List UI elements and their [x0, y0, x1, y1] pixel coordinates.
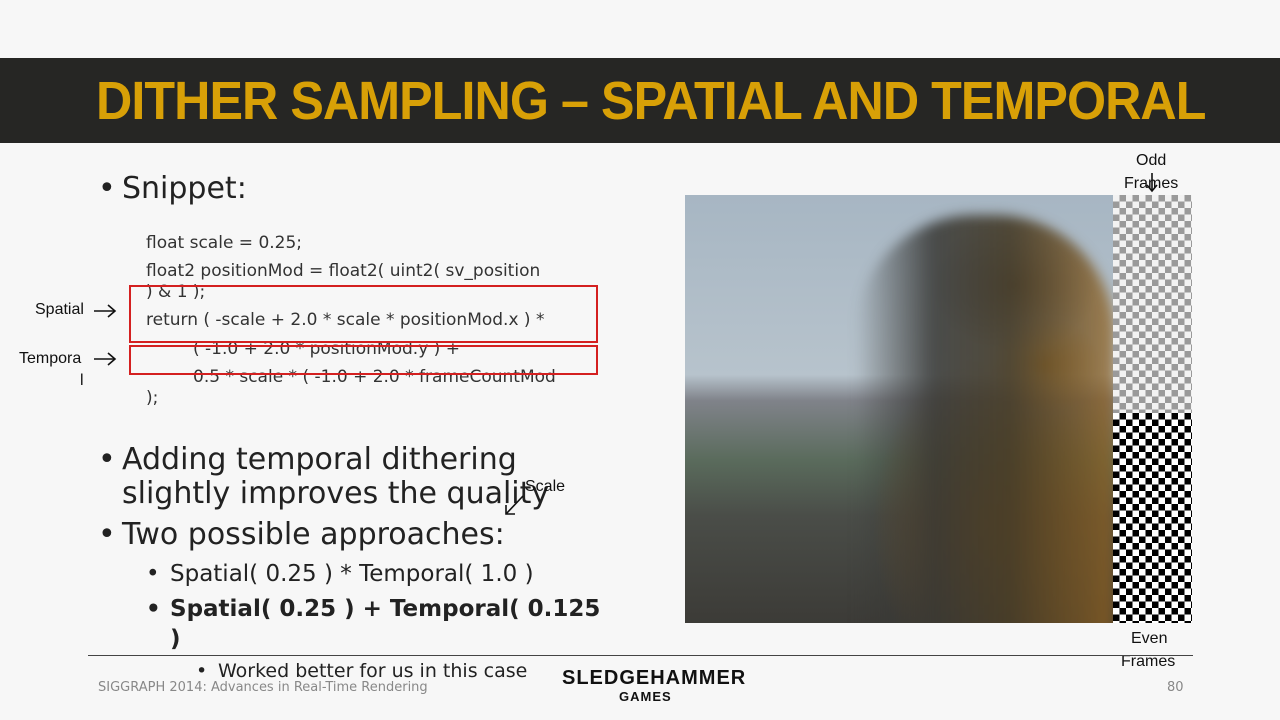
bullet-adding-text: Adding temporal dithering [122, 442, 517, 477]
sub-sub-bullet-worked-better: • Worked better for us in this case [196, 659, 528, 683]
title-bar [0, 58, 1280, 143]
approach-2-continued: ) [170, 626, 181, 652]
worked-better-text: Worked better for us in this case [218, 660, 528, 682]
bullet-dot: • [196, 660, 208, 682]
bullet-dot: • [98, 517, 116, 552]
bullet-adding: • Adding temporal dithering [98, 442, 517, 477]
odd-frames-arrow-icon [1146, 173, 1158, 193]
code-line-6: 0.5 * scale * ( -1.0 + 2.0 * frameCountM… [193, 367, 556, 387]
scale-label: Scale [525, 478, 566, 495]
odd-frames-label-line1: Odd [1136, 152, 1167, 169]
temporal-label-wrap: l [80, 372, 84, 389]
bullet-two-approaches-text: Two possible approaches: [122, 517, 505, 552]
bullet-dot: • [146, 596, 161, 622]
code-line-3: ) & 1 ); [146, 282, 206, 302]
scale-arrow-icon [505, 495, 524, 515]
code-line-7: ); [146, 388, 159, 408]
bullet-dot: • [98, 442, 116, 477]
bullet-dot: • [146, 561, 160, 587]
approach-1-text: Spatial( 0.25 ) * Temporal( 1.0 ) [170, 561, 534, 587]
bullet-two-approaches: • Two possible approaches: [98, 517, 505, 552]
code-line-1: float scale = 0.25; [146, 233, 303, 253]
bullet-snippet-text: Snippet: [122, 171, 247, 206]
temporal-highlight-box [129, 345, 598, 375]
even-frames-label-line1: Even [1131, 630, 1168, 647]
spatial-highlight-box [129, 285, 598, 343]
bullet-dot: • [98, 171, 116, 206]
even-frames-checker-pattern [1113, 413, 1192, 623]
page-number: 80 [1167, 680, 1184, 695]
approach-2-text: Spatial( 0.25 ) + Temporal( 0.125 [170, 596, 601, 622]
even-frames-label-line2: Frames [1121, 653, 1176, 670]
sledgehammer-logo: SLEDGEHAMMER [562, 667, 747, 689]
bullet-adding-line2: slightly improves the quality [122, 476, 550, 511]
render-character-figure [855, 215, 1113, 623]
render-screenshot [685, 195, 1113, 623]
spatial-arrow-icon [94, 304, 117, 318]
code-line-4: return ( -scale + 2.0 * scale * position… [146, 310, 545, 330]
sub-bullet-approach-2: • Spatial( 0.25 ) + Temporal( 0.125 [146, 595, 601, 623]
code-line-2: float2 positionMod = float2( uint2( sv_p… [146, 261, 541, 281]
odd-frames-checker-pattern [1113, 195, 1192, 413]
sledgehammer-logo-sub: GAMES [619, 689, 672, 704]
temporal-label: Tempora [19, 350, 82, 367]
footer-conference: SIGGRAPH 2014: Advances in Real-Time Ren… [98, 680, 428, 695]
odd-frames-label-line2: Frames [1124, 175, 1179, 192]
sub-bullet-approach-1: • Spatial( 0.25 ) * Temporal( 1.0 ) [146, 560, 534, 588]
bullet-snippet: • Snippet: [98, 171, 247, 206]
code-line-5: ( -1.0 + 2.0 * positionMod.y ) + [193, 339, 460, 359]
slide-title: DITHER SAMPLING – SPATIAL AND TEMPORAL [96, 71, 1206, 131]
temporal-arrow-icon [94, 352, 117, 366]
footer-divider [88, 655, 1193, 656]
spatial-label: Spatial [35, 301, 84, 318]
